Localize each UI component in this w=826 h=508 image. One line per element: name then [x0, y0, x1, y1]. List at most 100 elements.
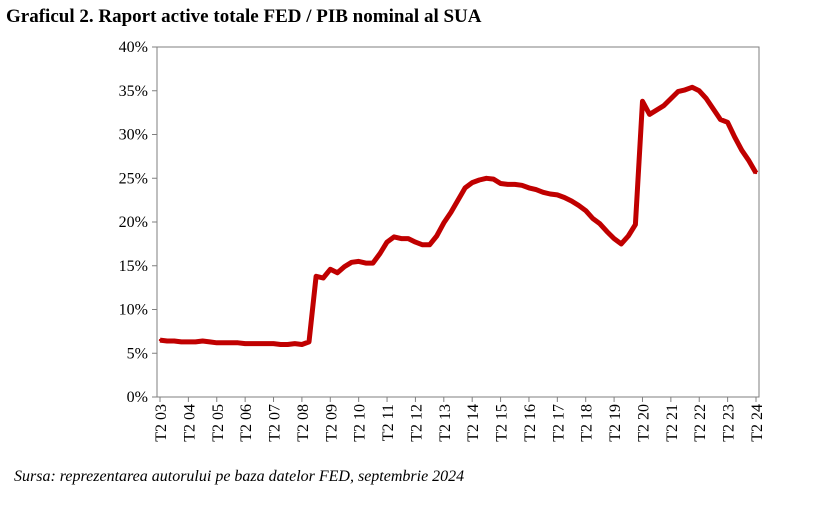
x-tick-label: T2 17 — [550, 404, 567, 442]
x-tick-label: T2 08 — [295, 404, 312, 442]
data-point — [350, 261, 353, 264]
data-point — [591, 217, 594, 220]
data-point — [300, 343, 304, 346]
y-tick-label: 0% — [127, 389, 148, 406]
data-point — [378, 252, 382, 255]
data-point — [392, 235, 396, 239]
data-point — [251, 342, 254, 345]
data-point — [208, 340, 211, 344]
data-point — [669, 97, 673, 100]
y-tick-label: 5% — [127, 345, 148, 362]
y-tick-label: 20% — [119, 214, 148, 231]
data-point — [627, 234, 630, 238]
data-point — [400, 237, 403, 240]
x-axis: T2 03 T2 04 T2 05 T2 06 T2 07 T2 08 T2 09 T2 10… — [153, 397, 766, 442]
data-point — [421, 243, 424, 246]
data-point — [371, 261, 375, 265]
data-point — [385, 240, 389, 244]
data-point — [428, 243, 431, 246]
data-point — [719, 118, 722, 121]
data-point — [471, 181, 474, 184]
data-point — [620, 242, 623, 246]
y-axis: 0% 5% 10% 15% 20% 25% 30% 35% 40% — [119, 39, 157, 406]
data-point — [740, 149, 743, 152]
data-point — [499, 182, 502, 185]
data-point — [215, 341, 218, 344]
x-tick-label: T2 05 — [210, 404, 227, 442]
x-tick-label: T2 12 — [408, 404, 425, 442]
data-point — [584, 209, 587, 212]
x-tick-label: T2 14 — [465, 404, 482, 442]
data-point — [690, 86, 694, 89]
x-tick-label: T2 24 — [749, 404, 766, 442]
x-tick-label: T2 20 — [635, 404, 652, 442]
data-point — [648, 113, 651, 116]
x-tick-label: T2 22 — [692, 404, 709, 442]
x-tick-label: T2 07 — [267, 404, 284, 442]
data-point — [322, 276, 325, 280]
data-point — [357, 260, 360, 263]
data-point — [201, 339, 204, 343]
data-point — [265, 342, 268, 345]
x-tick-label: T2 19 — [607, 404, 624, 442]
x-tick-label: T2 13 — [437, 404, 454, 442]
data-point — [513, 183, 516, 186]
x-tick-label: T2 15 — [494, 404, 511, 442]
data-point — [527, 186, 531, 190]
data-point — [698, 89, 701, 93]
data-point — [598, 222, 602, 225]
data-point — [534, 188, 538, 191]
data-point — [747, 159, 751, 162]
data-point — [506, 183, 509, 186]
data-point — [712, 107, 715, 111]
data-point — [676, 90, 680, 93]
data-point — [570, 199, 573, 203]
data-point — [705, 97, 708, 100]
data-point — [733, 135, 736, 139]
data-point — [258, 342, 261, 345]
data-point — [414, 240, 417, 244]
y-tick-label: 15% — [119, 258, 148, 275]
data-point — [683, 88, 687, 92]
data-point — [173, 339, 176, 343]
data-point — [442, 221, 445, 225]
y-tick-label: 35% — [119, 83, 148, 100]
data-point — [329, 268, 332, 271]
data-point — [520, 184, 524, 187]
data-point — [641, 100, 644, 103]
x-tick-label: T2 04 — [181, 404, 198, 442]
data-point — [158, 338, 162, 342]
x-tick-label: T2 21 — [664, 404, 681, 442]
data-point — [541, 191, 545, 194]
data-point — [187, 340, 190, 344]
chart-title: Graficul 2. Raport active totale FED / P… — [6, 6, 482, 27]
data-point — [612, 237, 616, 240]
data-point — [577, 204, 580, 207]
data-point — [293, 342, 296, 345]
data-point — [478, 178, 481, 182]
x-tick-label: T2 23 — [721, 404, 738, 442]
data-point — [726, 121, 729, 124]
data-point — [236, 341, 240, 344]
data-point — [243, 342, 247, 345]
y-tick-label: 25% — [119, 170, 148, 187]
x-tick-label: T2 11 — [380, 404, 397, 441]
data-point — [307, 340, 311, 344]
data-point — [286, 343, 289, 346]
chart-source-note: Sursa: reprezentarea autorului pe baza d… — [14, 468, 465, 485]
data-point — [463, 186, 467, 190]
data-point — [165, 339, 169, 343]
data-point — [407, 237, 410, 240]
y-tick-label: 30% — [119, 127, 148, 144]
data-point — [456, 198, 460, 202]
series-layer — [158, 84, 759, 347]
data-point — [549, 192, 552, 196]
data-point — [229, 341, 233, 344]
data-point — [194, 340, 197, 344]
data-point — [634, 223, 637, 226]
data-point — [492, 177, 495, 181]
data-point — [754, 171, 758, 175]
data-point — [222, 341, 226, 344]
data-point — [272, 342, 275, 345]
x-tick-label: T2 09 — [323, 404, 340, 442]
